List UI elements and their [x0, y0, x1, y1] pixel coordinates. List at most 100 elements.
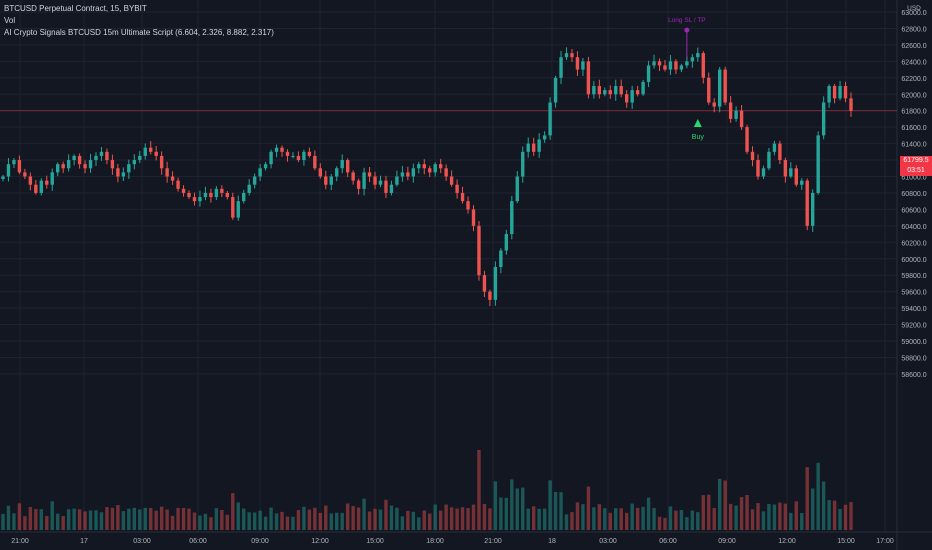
candle-body: [378, 180, 383, 185]
volume-bar: [460, 507, 465, 530]
volume-bar: [526, 508, 530, 530]
candle-body: [679, 65, 684, 70]
volume-bar: [816, 462, 820, 530]
volume-bar: [220, 509, 224, 530]
volume-bar: [619, 508, 623, 530]
candle-body: [94, 155, 98, 161]
candle-body: [176, 180, 180, 189]
volume-bar: [154, 510, 158, 530]
volume-bar: [258, 510, 262, 530]
candle-body: [269, 151, 273, 165]
volume-bar: [170, 515, 175, 530]
price-axis-label: 58600.0: [901, 372, 926, 379]
candle-body: [471, 209, 476, 226]
time-axis-label: 06:00: [189, 538, 207, 545]
candle-body: [542, 135, 547, 140]
volume-bar: [739, 497, 744, 530]
volume-bar: [843, 504, 848, 530]
candle-body: [827, 86, 831, 103]
candle-body: [800, 180, 804, 185]
candle-body: [187, 192, 191, 198]
candle-body: [280, 147, 284, 152]
candle-body: [121, 172, 126, 177]
volume-bar: [668, 506, 673, 530]
candle-body: [296, 155, 301, 161]
volume-bar: [767, 503, 771, 530]
volume-bar: [821, 481, 826, 530]
candle-body: [181, 188, 186, 193]
volume-bar: [449, 507, 454, 530]
candle-body: [663, 65, 667, 70]
price-axis-label: 60200.0: [901, 240, 926, 247]
volume-bar: [728, 503, 733, 530]
candle-body: [220, 188, 224, 193]
candle-body: [521, 151, 525, 177]
volume-bar: [422, 510, 426, 530]
candle-body: [105, 151, 109, 161]
candle-body: [373, 176, 377, 185]
volume-bar: [581, 504, 585, 530]
candle-body: [504, 234, 509, 251]
candle-body: [356, 180, 361, 189]
price-axis-label: 58800.0: [901, 355, 926, 362]
volume-bar: [417, 517, 421, 530]
volume-bar: [575, 502, 580, 530]
candle-body: [225, 192, 230, 198]
candle-body: [482, 275, 487, 292]
candle-body: [438, 164, 443, 169]
volume-bar: [187, 508, 191, 530]
candle-body: [843, 86, 848, 99]
volume-bar: [685, 517, 689, 530]
volume-bar: [827, 500, 831, 530]
volume-bar: [438, 510, 443, 530]
volume-bar: [805, 467, 809, 530]
volume-bar: [477, 450, 481, 530]
volume-bar: [635, 507, 640, 530]
candle-body: [6, 164, 11, 177]
volume-bar: [745, 495, 749, 530]
price-axis-unit: USD: [907, 5, 921, 12]
candle-body: [586, 61, 591, 95]
bar-countdown: 03:51: [907, 167, 925, 174]
volume-bar: [641, 506, 645, 530]
volume-bar: [159, 506, 164, 530]
candle-body: [61, 164, 65, 169]
volume-bar: [340, 512, 344, 530]
candle-body: [690, 57, 695, 62]
candle-body: [619, 86, 623, 95]
candle-body: [756, 160, 760, 177]
candle-body: [116, 168, 120, 177]
volume-bar: [406, 510, 410, 530]
symbol-title[interactable]: BTCUSD Perpetual Contract, 15, BYBIT: [4, 4, 147, 13]
candle-body: [367, 172, 372, 177]
candle-body: [149, 147, 153, 152]
chart-legend: BTCUSD Perpetual Contract, 15, BYBIT Vol…: [4, 3, 274, 39]
candle-body: [531, 143, 536, 152]
candle-body: [444, 168, 448, 177]
candle-body: [340, 160, 344, 169]
volume-bar: [564, 514, 569, 530]
indicator-label[interactable]: AI Crypto Signals BTCUSD 15m Ultimate Sc…: [4, 28, 274, 37]
price-axis-label: 62000.0: [901, 92, 926, 99]
candle-body: [198, 197, 202, 202]
volume-bar: [329, 513, 333, 530]
volume-bar: [378, 509, 383, 530]
candle-body: [712, 102, 716, 107]
candle-body: [488, 291, 492, 300]
volume-indicator-label[interactable]: Vol: [4, 16, 16, 25]
time-axis-label: 12:00: [778, 538, 796, 545]
candle-body: [772, 143, 777, 152]
long-signal-label: Long SL / TP: [668, 17, 706, 24]
candle-body: [559, 57, 563, 78]
candle-body: [811, 192, 815, 226]
candle-body: [548, 102, 552, 136]
candle-body: [324, 176, 328, 185]
last-price-badge: 61799.5 03:51: [900, 156, 932, 176]
volume-bar: [712, 508, 716, 530]
time-axis-label: 21:00: [484, 538, 502, 545]
volume-bar: [832, 500, 837, 530]
volume-bar: [242, 508, 246, 530]
candle-body: [624, 94, 629, 103]
candle-body: [34, 184, 38, 193]
